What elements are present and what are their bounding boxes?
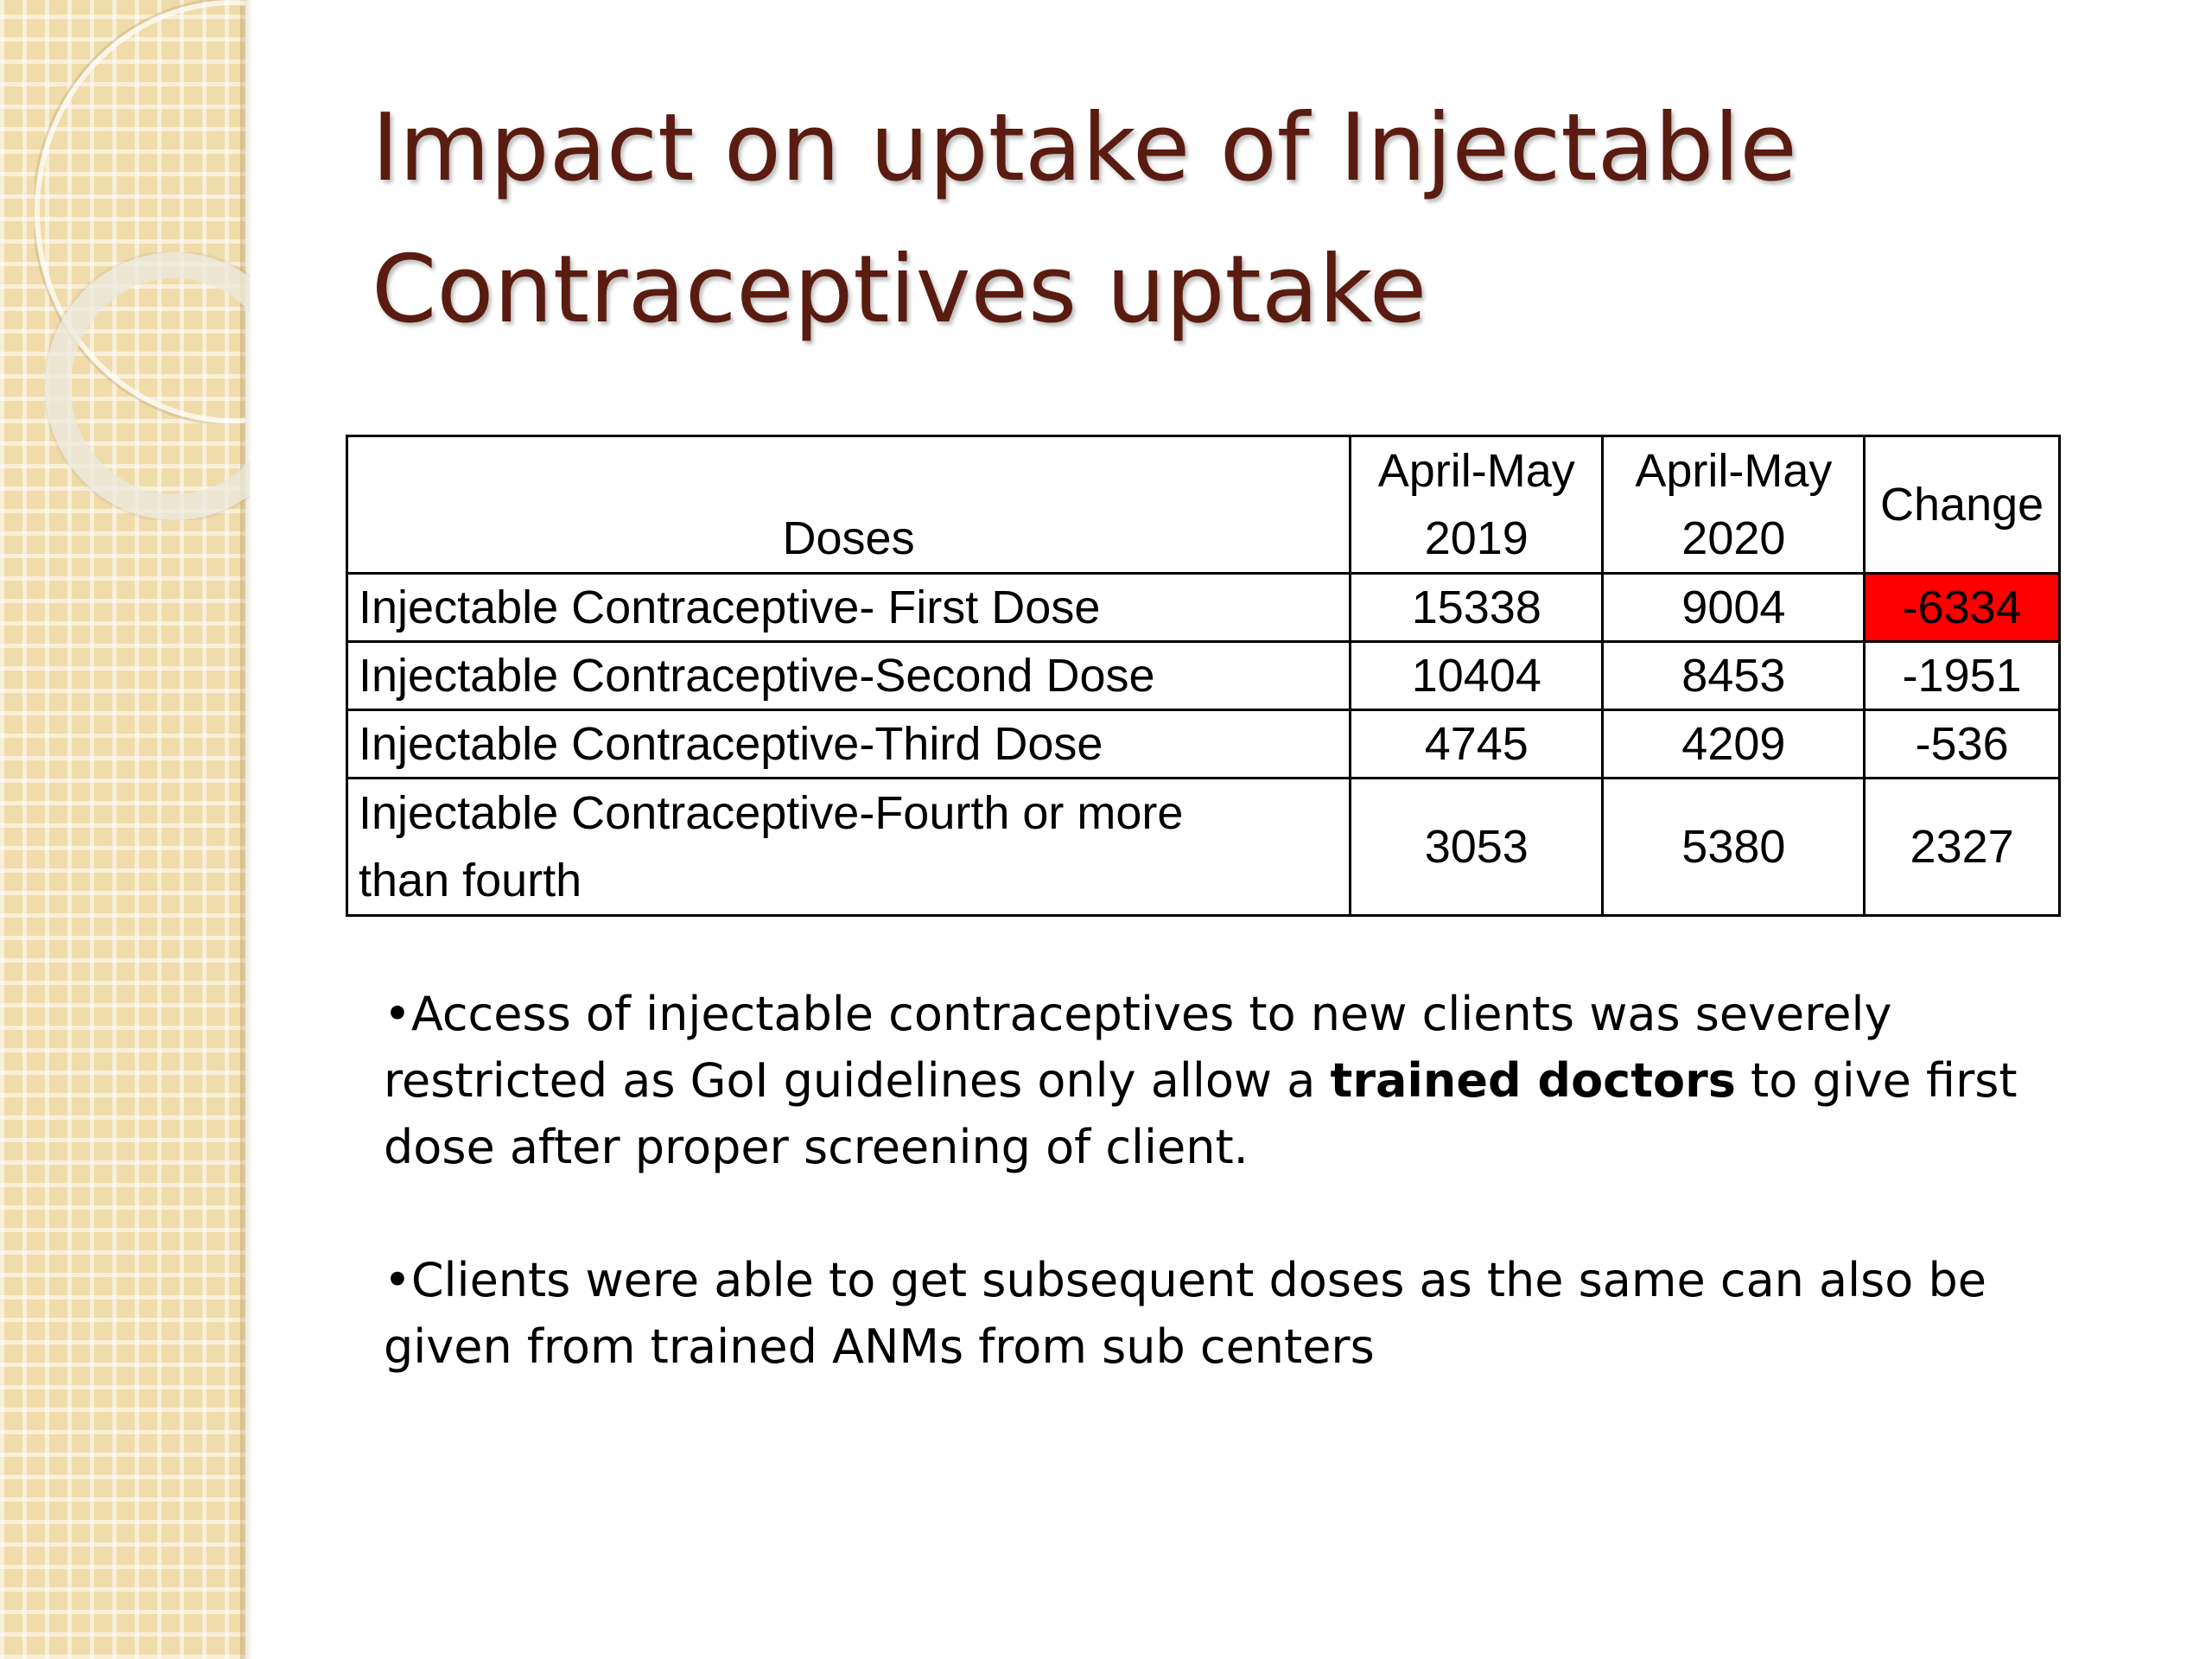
header-doses: Doses [345, 435, 1352, 575]
cell-change: 2327 [1863, 777, 2061, 917]
table-header-row: Doses April-May 2019 April-May 2020 Chan… [345, 435, 2061, 575]
header-2019-line-1: April-May [1377, 445, 1575, 497]
bullet-item: •Access of injectable contraceptives to … [384, 981, 2069, 1180]
header-april-may-2020: April-May 2020 [1601, 435, 1866, 575]
cell-2020: 4209 [1601, 709, 1866, 779]
bullet-1-text-end: to give first dose after proper screenin… [384, 1053, 2018, 1174]
header-change: Change [1863, 435, 2061, 575]
cell-2020: 9004 [1601, 572, 1866, 643]
cell-2019: 3053 [1349, 777, 1605, 917]
header-2019-line-2: 2019 [1424, 512, 1529, 564]
bullet-list: •Access of injectable contraceptives to … [384, 981, 2069, 1446]
table-row: Injectable Contraceptive-Second Dose 104… [345, 640, 2061, 711]
bullet-item: •Clients were able to get subsequent dos… [384, 1253, 1986, 1374]
row-label: Injectable Contraceptive-Third Dose [345, 709, 1352, 779]
row-label: Injectable Contraceptive-Fourth or more … [345, 777, 1352, 917]
cell-change-highlighted: -6334 [1863, 572, 2061, 643]
row-label-line-2: than fourth [359, 855, 582, 906]
bullet-1-text-start: •Access of injectable contraceptives to … [384, 987, 1892, 1108]
cell-2019: 4745 [1349, 709, 1605, 779]
row-label-line-1: Injectable Contraceptive-Fourth or more [359, 787, 1184, 839]
title-line-1: Impact on uptake of Injectable [372, 94, 1797, 202]
bullet-1-bold-text: trained doctors [1330, 1053, 1736, 1108]
header-april-may-2019: April-May 2019 [1349, 435, 1605, 575]
cell-2020: 5380 [1601, 777, 1866, 917]
doses-table: Doses April-May 2019 April-May 2020 Chan… [345, 435, 2061, 917]
cell-change: -536 [1863, 709, 2061, 779]
cell-2019: 15338 [1349, 572, 1605, 643]
slide-title: Impact on uptake of Injectable Contracep… [372, 78, 2013, 361]
row-label: Injectable Contraceptive-Second Dose [345, 640, 1352, 711]
table-row: Injectable Contraceptive- First Dose 153… [345, 572, 2061, 643]
header-2020-line-2: 2020 [1681, 512, 1786, 564]
cell-2020: 8453 [1601, 640, 1866, 711]
header-2020-line-1: April-May [1635, 445, 1833, 497]
title-line-2: Contraceptives uptake [372, 236, 1427, 344]
table-row: Injectable Contraceptive-Third Dose 4745… [345, 709, 2061, 779]
row-label: Injectable Contraceptive- First Dose [345, 572, 1352, 643]
cell-2019: 10404 [1349, 640, 1605, 711]
table-row: Injectable Contraceptive-Fourth or more … [345, 777, 2061, 917]
cell-change: -1951 [1863, 640, 2061, 711]
decorative-ring-small [45, 252, 250, 520]
